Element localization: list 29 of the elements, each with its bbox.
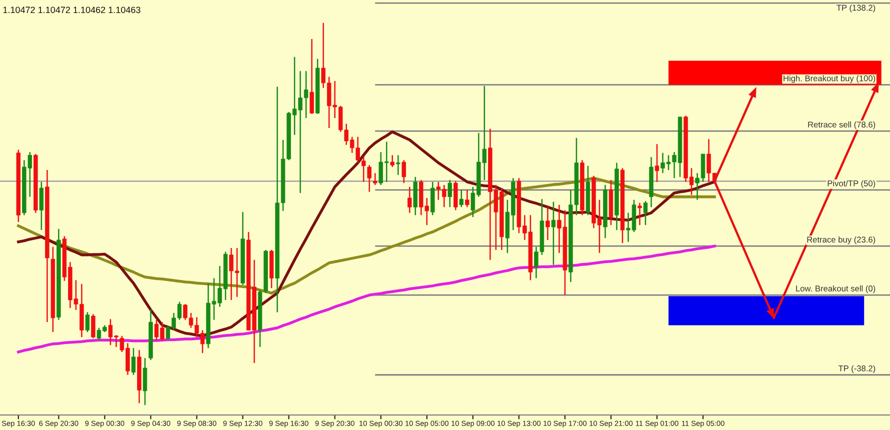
candlestick xyxy=(396,154,400,176)
candlestick xyxy=(402,159,406,184)
candlestick xyxy=(39,181,44,231)
candlestick xyxy=(546,206,550,241)
candlestick xyxy=(638,202,642,226)
candlestick xyxy=(448,179,452,208)
candlestick xyxy=(643,200,648,226)
candlestick xyxy=(367,164,372,192)
ref-line-label: Retrace sell (78.6) xyxy=(808,121,876,130)
ref-line-label: Retrace buy (23.6) xyxy=(807,236,876,244)
candlestick xyxy=(408,186,412,214)
candlestick xyxy=(551,201,556,266)
candlestick xyxy=(131,348,136,376)
ref-line-label: Pivot/TP (50) xyxy=(828,180,876,188)
candlestick xyxy=(85,312,90,333)
candlestick xyxy=(390,154,394,168)
ref-line-label: TP (138.2) xyxy=(836,4,876,12)
candlestick xyxy=(654,143,660,183)
text: 1.10472 1.10472 1.10462 1.10463 xyxy=(3,6,140,14)
candlestick xyxy=(310,38,314,114)
candlestick xyxy=(142,357,148,406)
ref-line-label: Low. Breakout sell (0) xyxy=(796,285,876,294)
ref-line-label: High. Breakout buy (100) xyxy=(784,75,876,83)
candlestick xyxy=(459,189,464,208)
ref-line-label: TP (-38.2) xyxy=(838,365,876,373)
candlestick xyxy=(361,156,366,183)
candlestick xyxy=(91,313,96,339)
candlestick xyxy=(465,189,470,208)
candlestick xyxy=(372,172,378,186)
